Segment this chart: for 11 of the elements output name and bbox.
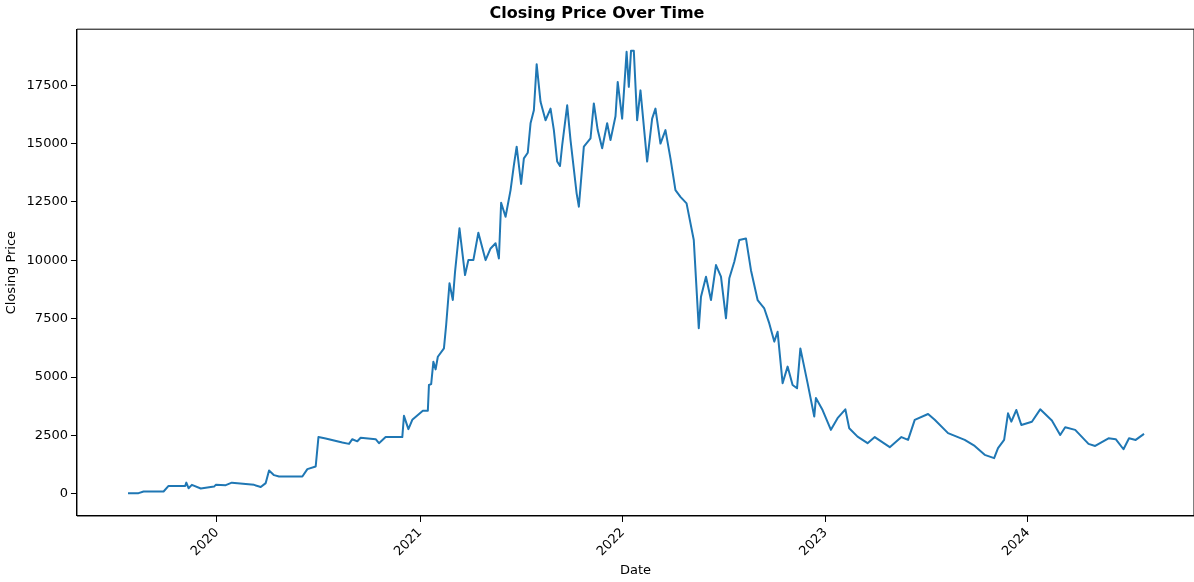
y-tick-label: 12500: [26, 193, 68, 209]
y-tick-label: 0: [59, 485, 68, 501]
y-axis-title: Closing Price: [3, 230, 19, 315]
y-tick-label: 15000: [26, 134, 68, 150]
y-tick-label: 10000: [26, 251, 68, 267]
y-tick-label: 7500: [34, 310, 68, 326]
x-axis-title: Date: [619, 561, 652, 577]
y-tick-label: 17500: [26, 76, 68, 92]
y-tick-label: 5000: [34, 368, 68, 384]
y-tick-label: 2500: [34, 426, 68, 442]
chart-title: Closing Price Over Time: [489, 2, 705, 22]
